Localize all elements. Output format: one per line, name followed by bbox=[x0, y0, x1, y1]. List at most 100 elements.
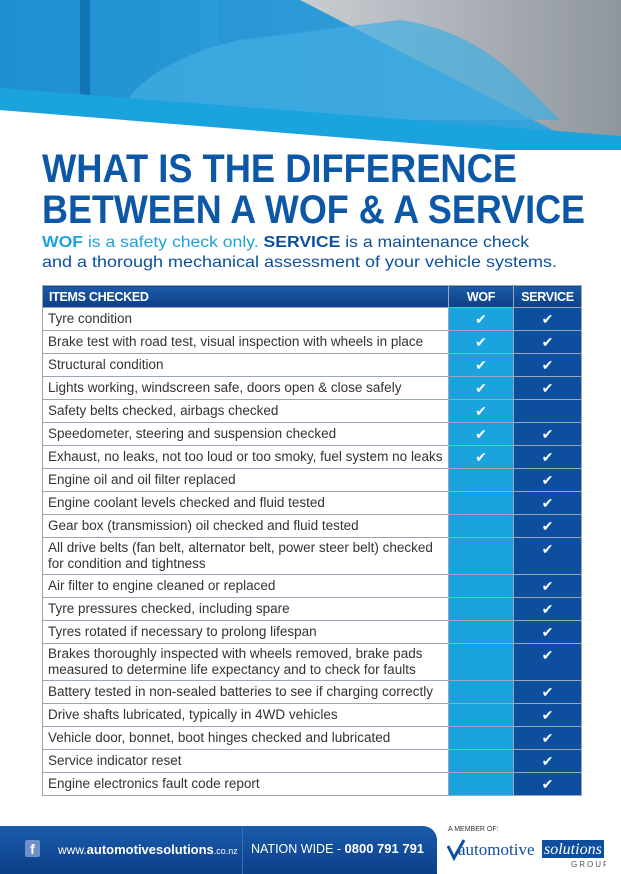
service-check-icon: ✔ bbox=[513, 726, 582, 750]
table-row: Service indicator reset ✔ bbox=[42, 749, 582, 773]
phone-info: NATION WIDE - 0800 791 791 bbox=[251, 841, 425, 856]
wof-check-icon: ✔ bbox=[448, 353, 514, 377]
headline: WHAT IS THE DIFFERENCE BETWEEN A WOF & A… bbox=[42, 147, 585, 271]
service-check-icon: ✔ bbox=[513, 597, 582, 621]
table-row: Tyre pressures checked, including spare ✔ bbox=[42, 597, 582, 621]
comparison-table: ITEMS CHECKED WOF SERVICE Tyre condition… bbox=[42, 285, 582, 796]
table-row: Gear box (transmission) oil checked and … bbox=[42, 514, 582, 538]
item-label: Tyre condition bbox=[42, 307, 449, 331]
table-row: Safety belts checked, airbags checked ✔ bbox=[42, 399, 582, 423]
item-label: All drive belts (fan belt, alternator be… bbox=[42, 537, 449, 575]
service-empty-cell bbox=[513, 399, 582, 423]
wof-empty-cell bbox=[448, 703, 514, 727]
wof-check-icon: ✔ bbox=[448, 399, 514, 423]
item-label: Battery tested in non-sealed batteries t… bbox=[42, 680, 449, 704]
service-check-icon: ✔ bbox=[513, 620, 582, 644]
wof-empty-cell bbox=[448, 468, 514, 492]
service-check-icon: ✔ bbox=[513, 514, 582, 538]
wof-empty-cell bbox=[448, 597, 514, 621]
table-row: Tyre condition ✔ ✔ bbox=[42, 307, 582, 331]
wof-empty-cell bbox=[448, 620, 514, 644]
item-label: Exhaust, no leaks, not too loud or too s… bbox=[42, 445, 449, 469]
wof-empty-cell bbox=[448, 537, 514, 575]
table-row: All drive belts (fan belt, alternator be… bbox=[42, 537, 582, 575]
table-row: Engine oil and oil filter replaced ✔ bbox=[42, 468, 582, 492]
svg-text:GROUP: GROUP bbox=[571, 860, 606, 868]
item-label: Engine oil and oil filter replaced bbox=[42, 468, 449, 492]
wof-check-icon: ✔ bbox=[448, 445, 514, 469]
automotive-solutions-logo: automotive solutions GROUP bbox=[446, 839, 606, 868]
header-wof: WOF bbox=[448, 285, 514, 308]
wof-check-icon: ✔ bbox=[448, 330, 514, 354]
service-check-icon: ✔ bbox=[513, 422, 582, 446]
service-check-icon: ✔ bbox=[513, 376, 582, 400]
table-row: Engine electronics fault code report ✔ bbox=[42, 772, 582, 796]
item-label: Vehicle door, bonnet, boot hinges checke… bbox=[42, 726, 449, 750]
item-label: Brake test with road test, visual inspec… bbox=[42, 330, 449, 354]
wof-empty-cell bbox=[448, 680, 514, 704]
table-row: Structural condition ✔ ✔ bbox=[42, 353, 582, 377]
service-check-icon: ✔ bbox=[513, 703, 582, 727]
service-check-icon: ✔ bbox=[513, 537, 582, 575]
wof-empty-cell bbox=[448, 772, 514, 796]
table-row: Engine coolant levels checked and fluid … bbox=[42, 491, 582, 515]
item-label: Structural condition bbox=[42, 353, 449, 377]
table-row: Brakes thoroughly inspected with wheels … bbox=[42, 643, 582, 681]
table-row: Speedometer, steering and suspension che… bbox=[42, 422, 582, 446]
title-line-1: WHAT IS THE DIFFERENCE bbox=[42, 147, 517, 191]
table-row: Air filter to engine cleaned or replaced… bbox=[42, 574, 582, 598]
website-link[interactable]: www.automotivesolutions.co.nz bbox=[58, 842, 238, 857]
service-check-icon: ✔ bbox=[513, 574, 582, 598]
item-label: Gear box (transmission) oil checked and … bbox=[42, 514, 449, 538]
subtitle-line-2: and a thorough mechanical assessment of … bbox=[42, 254, 557, 271]
table-row: Lights working, windscreen safe, doors o… bbox=[42, 376, 582, 400]
item-label: Engine electronics fault code report bbox=[42, 772, 449, 796]
subtitle-line-1: WOF is a safety check only. SERVICE is a… bbox=[42, 234, 530, 251]
service-check-icon: ✔ bbox=[513, 749, 582, 773]
wof-empty-cell bbox=[448, 643, 514, 681]
table-row: Battery tested in non-sealed batteries t… bbox=[42, 680, 582, 704]
item-label: Drive shafts lubricated, typically in 4W… bbox=[42, 703, 449, 727]
wof-empty-cell bbox=[448, 749, 514, 773]
item-label: Tyres rotated if necessary to prolong li… bbox=[42, 620, 449, 644]
wof-empty-cell bbox=[448, 726, 514, 750]
wof-empty-cell bbox=[448, 491, 514, 515]
wof-check-icon: ✔ bbox=[448, 422, 514, 446]
item-label: Air filter to engine cleaned or replaced bbox=[42, 574, 449, 598]
title-line-2: BETWEEN A WOF & A SERVICE bbox=[42, 188, 585, 232]
wof-check-icon: ✔ bbox=[448, 307, 514, 331]
svg-text:solutions: solutions bbox=[544, 841, 602, 858]
footer-bar: f www.automotivesolutions.co.nz NATION W… bbox=[0, 826, 437, 874]
service-check-icon: ✔ bbox=[513, 445, 582, 469]
service-check-icon: ✔ bbox=[513, 353, 582, 377]
member-label: A MEMBER OF: bbox=[448, 826, 499, 833]
facebook-icon[interactable]: f bbox=[25, 840, 40, 857]
item-label: Lights working, windscreen safe, doors o… bbox=[42, 376, 449, 400]
item-label: Tyre pressures checked, including spare bbox=[42, 597, 449, 621]
table-row: Exhaust, no leaks, not too loud or too s… bbox=[42, 445, 582, 469]
hero-photo-banner bbox=[0, 0, 621, 150]
svg-text:automotive: automotive bbox=[458, 840, 534, 859]
item-label: Speedometer, steering and suspension che… bbox=[42, 422, 449, 446]
service-check-icon: ✔ bbox=[513, 491, 582, 515]
table-row: Drive shafts lubricated, typically in 4W… bbox=[42, 703, 582, 727]
header-items: ITEMS CHECKED bbox=[42, 285, 449, 308]
service-check-icon: ✔ bbox=[513, 307, 582, 331]
wof-empty-cell bbox=[448, 574, 514, 598]
header-service: SERVICE bbox=[513, 285, 582, 308]
divider bbox=[242, 826, 243, 874]
item-label: Service indicator reset bbox=[42, 749, 449, 773]
service-check-icon: ✔ bbox=[513, 680, 582, 704]
table-row: Vehicle door, bonnet, boot hinges checke… bbox=[42, 726, 582, 750]
service-check-icon: ✔ bbox=[513, 468, 582, 492]
service-check-icon: ✔ bbox=[513, 330, 582, 354]
item-label: Safety belts checked, airbags checked bbox=[42, 399, 449, 423]
service-check-icon: ✔ bbox=[513, 643, 582, 681]
table-row: Brake test with road test, visual inspec… bbox=[42, 330, 582, 354]
wof-check-icon: ✔ bbox=[448, 376, 514, 400]
item-label: Engine coolant levels checked and fluid … bbox=[42, 491, 449, 515]
table-row: Tyres rotated if necessary to prolong li… bbox=[42, 620, 582, 644]
wof-empty-cell bbox=[448, 514, 514, 538]
service-check-icon: ✔ bbox=[513, 772, 582, 796]
item-label: Brakes thoroughly inspected with wheels … bbox=[42, 643, 449, 681]
